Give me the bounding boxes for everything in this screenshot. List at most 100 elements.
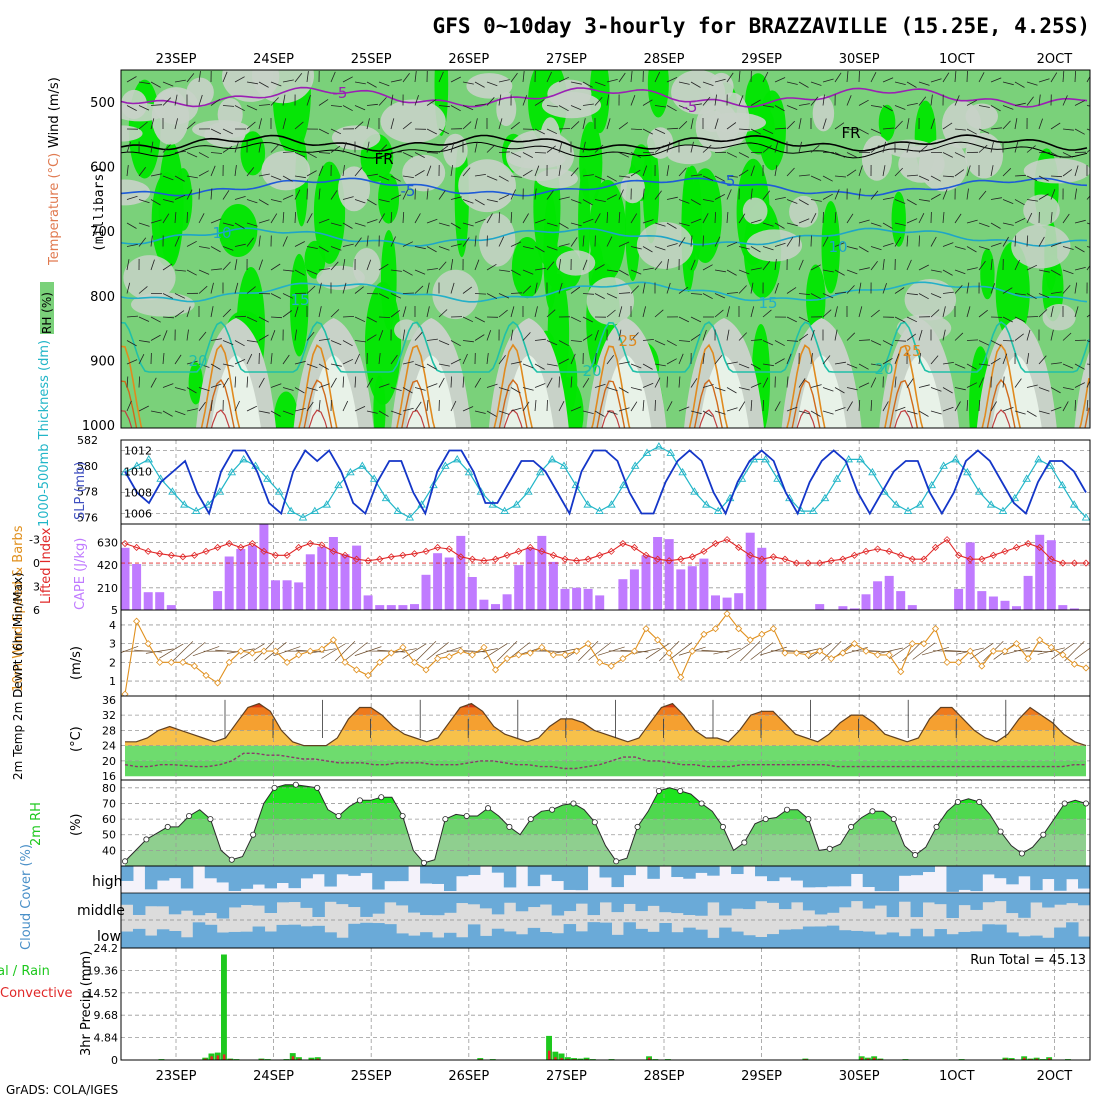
wind-barb: [174, 387, 186, 391]
rh-point: [890, 816, 897, 823]
wind-barb: [138, 405, 149, 412]
high-cloud-bar: [874, 866, 888, 892]
middle-cloud-bar: [755, 893, 768, 902]
wind-barb: [666, 105, 677, 112]
wind-barb: [774, 259, 777, 271]
wind-barb: [294, 211, 296, 224]
thickness-line: [124, 445, 1087, 519]
wind-barb: [918, 213, 925, 224]
wind-barb: [150, 104, 163, 106]
wind-barb: [150, 199, 161, 206]
wind-barb: [906, 293, 918, 296]
lifted-index-point: [399, 551, 407, 559]
wind-barb: [918, 353, 921, 365]
wind-barb: [174, 194, 186, 200]
middle-cloud-bar: [767, 893, 780, 903]
wind-barb: [654, 222, 666, 227]
wind-barb: [1038, 78, 1050, 83]
wind-barb: [666, 141, 671, 153]
wind-barb: [150, 173, 162, 177]
rh-point: [1083, 800, 1090, 807]
wind-barb: [966, 399, 969, 412]
middle-cloud-bar: [814, 893, 828, 915]
wind-barb: [198, 71, 201, 83]
wind-barb: [510, 72, 518, 83]
precip-total-bar: [308, 1057, 315, 1060]
cape-bar: [1035, 534, 1045, 610]
wind-barb: [270, 330, 276, 341]
wind-barb: [570, 121, 580, 130]
rh-dry-core: [406, 355, 457, 428]
cape-bar: [907, 605, 917, 610]
wind-barb: [642, 267, 654, 271]
middle-cloud-bar: [1030, 893, 1043, 903]
wind-barb: [630, 363, 642, 369]
wind-barb: [150, 235, 153, 247]
wind-barb: [234, 259, 238, 271]
rh-point: [250, 831, 257, 838]
wind-speed-point: [422, 666, 430, 674]
wind-barb: [1074, 128, 1085, 135]
wind-barb: [618, 152, 630, 158]
wind-barb: [930, 309, 940, 318]
low-cloud-bar: [599, 922, 612, 948]
wind-barb: [126, 76, 137, 83]
rh-high-region: [878, 104, 896, 141]
wind-barb: [606, 387, 618, 392]
wind-barb: [294, 360, 306, 365]
wind-barb: [438, 145, 449, 153]
wind-speed-point: [260, 647, 268, 655]
wind-barb: [714, 387, 726, 392]
wind-barb: [882, 141, 886, 153]
wind-barb: [1038, 94, 1041, 106]
wind-barb: [894, 105, 906, 110]
rh-point: [506, 823, 513, 830]
wind-barb: [798, 141, 802, 153]
wind-barb: [210, 363, 221, 370]
low-cloud-bar: [192, 922, 206, 948]
temperature-band: [125, 715, 1086, 731]
wind-barb: [966, 363, 977, 370]
wind-barb: [726, 407, 738, 412]
wind-barb: [570, 199, 582, 204]
wind-barb: [438, 363, 450, 367]
wind-barb: [522, 152, 533, 158]
wind-barb: [642, 128, 653, 135]
wind-speed-point: [306, 647, 314, 655]
tick-label: 4: [109, 619, 116, 632]
wind-barb: [210, 282, 214, 294]
wind-barb: [1050, 269, 1061, 276]
bottom-date-label: 29SEP: [741, 1069, 782, 1084]
middle-cloud-bar: [1042, 893, 1055, 908]
wind-speed-point: [225, 658, 233, 666]
wind-speed-point: [167, 658, 175, 666]
tick-label: -3: [29, 534, 40, 547]
high-cloud-bar: [240, 866, 254, 889]
wind-barb: [834, 361, 846, 365]
low-cloud-bar: [121, 931, 134, 948]
wind-barb: [366, 118, 370, 130]
wind-barb: [654, 128, 666, 134]
wind-barb: [1086, 195, 1090, 200]
wind-barb: [822, 236, 829, 247]
wind-barb: [1026, 235, 1029, 247]
thickness-point: [607, 500, 616, 508]
cape-bar: [363, 595, 373, 610]
wind-barb: [474, 81, 485, 88]
wind-barb: [666, 165, 670, 177]
wind-barb: [762, 222, 774, 227]
wind-barb: [186, 152, 198, 158]
wind-barb: [1014, 235, 1017, 247]
tick-label: 20: [102, 755, 116, 768]
thickness-point: [441, 461, 450, 469]
pressure-tick-label: 900: [90, 354, 115, 369]
wind-barb: [462, 222, 474, 227]
wind-barb: [690, 410, 702, 415]
wind-speed-point: [214, 679, 222, 687]
wind-barb: [990, 259, 993, 271]
wind-barb: [810, 144, 820, 153]
wind-barb: [582, 81, 593, 88]
cape-bar: [676, 569, 686, 610]
tick-label: 14.52: [87, 987, 119, 1000]
rh-point: [933, 823, 940, 830]
